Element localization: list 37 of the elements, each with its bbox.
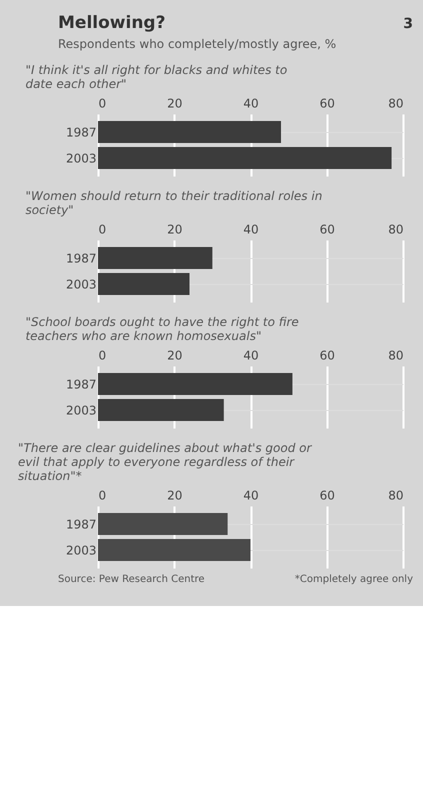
x-tick-label: 80 — [388, 488, 404, 502]
x-tick-label: 20 — [167, 348, 182, 362]
y-tick-label: 1987 — [66, 252, 96, 266]
x-tick-label: 0 — [98, 488, 106, 502]
x-tick-label: 80 — [388, 348, 404, 362]
chart-subtitle: "I think it's all right for blacks and whites to date each other" — [25, 63, 288, 91]
chart-title: Mellowing? — [58, 13, 166, 33]
x-tick-label: 60 — [320, 222, 335, 236]
x-tick-label: 40 — [243, 222, 259, 236]
y-tick-label: 2003 — [66, 544, 96, 558]
x-tick-label: 0 — [98, 96, 106, 110]
x-tick-label: 60 — [320, 96, 335, 110]
y-tick-label: 1987 — [66, 126, 96, 140]
text: *Completely agree only — [294, 574, 414, 585]
x-tick-label: 80 — [388, 96, 404, 110]
x-tick-label: 80 — [388, 222, 404, 236]
source-note: Source: Pew Research Centre — [58, 574, 205, 585]
y-tick-label: 1987 — [66, 518, 96, 532]
chart-subtitle: "School boards ought to have the right to fire teachers who are known homosexuals" — [25, 315, 299, 343]
chart-subtitle: "There are clear guidelines about what's good or evil that apply to everyone regardless of their situation"* — [18, 441, 313, 483]
y-tick-label: 2003 — [66, 278, 96, 292]
text: Respondents who completely/mostly agree, % — [58, 37, 336, 51]
x-tick-label: 60 — [320, 348, 335, 362]
x-tick-label: 40 — [243, 96, 259, 110]
y-tick-label: 2003 — [66, 404, 96, 418]
x-tick-label: 20 — [167, 222, 182, 236]
x-tick-label: 20 — [167, 488, 182, 502]
x-tick-label: 60 — [320, 488, 335, 502]
chart-subtitle: "Women should return to their traditional roles in society" — [25, 189, 322, 217]
y-tick-label: 2003 — [66, 152, 96, 166]
x-tick-label: 0 — [98, 222, 106, 236]
x-tick-label: 40 — [243, 348, 259, 362]
x-tick-label: 20 — [167, 96, 182, 110]
text: 3 — [403, 16, 413, 32]
x-tick-label: 40 — [243, 488, 259, 502]
x-tick-label: 0 — [98, 348, 106, 362]
y-tick-label: 1987 — [66, 378, 96, 392]
